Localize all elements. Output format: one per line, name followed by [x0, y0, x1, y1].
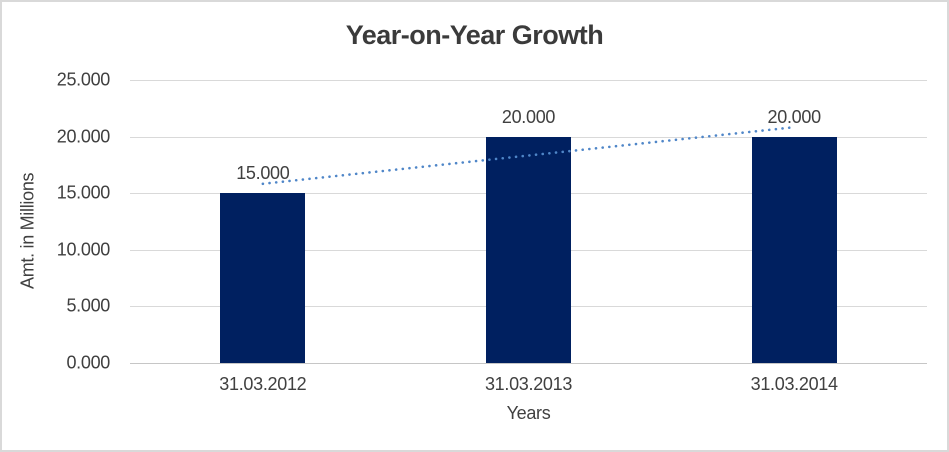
y-tick-label: 10.000: [56, 239, 111, 260]
bar-value-label: 20.000: [767, 106, 822, 127]
y-tick-label: 20.000: [56, 126, 111, 147]
y-tick-label: 5.000: [66, 295, 110, 316]
trendline: [261, 125, 796, 186]
y-axis-title-label: Amt. in Millions: [17, 172, 38, 289]
x-tick-label: 31.03.2013: [484, 374, 573, 394]
bar-value-label: 15.000: [236, 163, 290, 184]
bar-31.03.2012: [220, 193, 306, 363]
bar-31.03.2014: [751, 136, 837, 363]
trendline-path: [261, 125, 796, 186]
y-tick-label: 25.000: [56, 69, 111, 90]
x-axis-line: [130, 363, 927, 364]
y-tick-label: 0.000: [66, 352, 110, 373]
x-tick-label: 31.03.2012: [219, 374, 307, 394]
bar-value-label: 20.000: [501, 106, 556, 127]
chart-title: Year-on-Year Growth: [345, 20, 604, 50]
y-tick-label: 15.000: [56, 182, 111, 203]
bar-31.03.2013: [486, 136, 571, 363]
x-axis-title: Years: [506, 403, 551, 423]
x-tick-label: 31.03.2014: [750, 374, 838, 394]
plot-area: 15.000 20.000 20.000: [130, 80, 927, 364]
gridline: [130, 80, 927, 81]
